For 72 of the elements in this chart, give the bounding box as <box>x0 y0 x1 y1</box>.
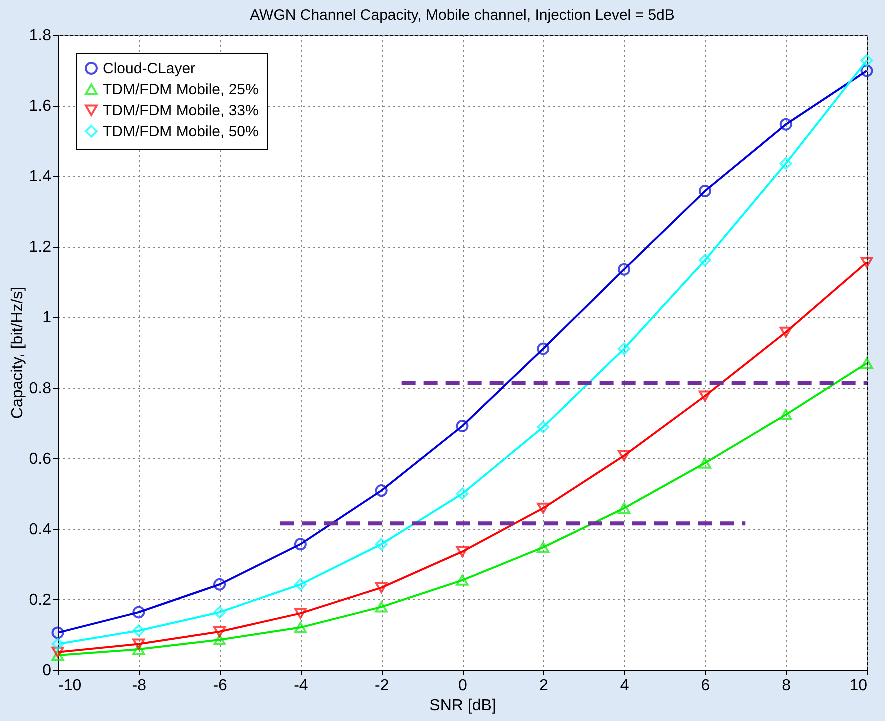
x-tick-label: 2 <box>539 678 548 694</box>
point <box>294 622 307 634</box>
y-tick-label: 1.6 <box>29 98 52 116</box>
x-tick-label: 10 <box>850 678 868 694</box>
point <box>294 608 307 620</box>
y-tick-label: 0.8 <box>29 380 52 398</box>
x-tick-label: -6 <box>213 678 228 694</box>
point <box>537 542 550 554</box>
point <box>294 538 307 551</box>
point <box>214 606 226 619</box>
y-tick-label: 0.2 <box>29 592 52 609</box>
point <box>698 458 712 469</box>
point <box>214 634 226 646</box>
point <box>456 420 469 432</box>
y-tick-label: 0.4 <box>29 521 52 538</box>
point <box>456 488 469 500</box>
point <box>780 158 792 170</box>
point <box>618 263 631 276</box>
x-axis-title: SNR [dB] <box>430 698 496 714</box>
x-tick-label: 4 <box>620 678 630 694</box>
x-tick-label: -10 <box>58 678 82 694</box>
legend-label: Cloud-CLayer <box>103 60 196 78</box>
point <box>132 624 146 638</box>
legend-label: TDM/FDM Mobile, 33% <box>103 102 259 120</box>
x-tick-label: 6 <box>701 678 710 694</box>
x-tick-label: 0 <box>458 678 468 694</box>
point <box>52 650 64 662</box>
point <box>780 326 792 338</box>
point <box>375 602 388 613</box>
point <box>375 582 388 594</box>
point <box>860 257 874 268</box>
point <box>456 574 469 586</box>
legend-label: TDM/FDM Mobile, 50% <box>103 124 259 140</box>
point <box>618 502 631 514</box>
point <box>537 342 550 356</box>
point <box>780 118 792 131</box>
y-tick-label: 1 <box>42 310 52 327</box>
point <box>132 606 146 619</box>
point <box>618 342 631 356</box>
x-tick-label: -4 <box>294 678 308 694</box>
point <box>214 578 226 591</box>
y-tick-label: 1.2 <box>29 239 52 256</box>
x-tick-label: -8 <box>132 678 147 694</box>
point <box>132 638 146 650</box>
x-tick-label: 8 <box>782 678 792 694</box>
point <box>698 185 712 198</box>
point <box>537 502 550 514</box>
point <box>860 64 874 78</box>
point <box>780 409 792 420</box>
x-tick-label: -2 <box>374 678 390 694</box>
point <box>52 626 64 640</box>
point <box>860 358 874 369</box>
point <box>294 578 307 591</box>
point <box>375 538 388 551</box>
y-axis-title: Capacity, [bit/Hz/s] <box>9 286 26 420</box>
point <box>52 638 64 650</box>
point <box>375 484 388 498</box>
y-tick-label: 1.4 <box>29 168 52 186</box>
chart-title: AWGN Channel Capacity, Mobile channel, Injection Level = 5dB <box>250 7 675 24</box>
point <box>698 390 712 402</box>
point <box>698 254 712 267</box>
point <box>860 54 874 67</box>
point <box>456 546 469 558</box>
point <box>214 626 226 638</box>
legend-label: TDM/FDM Mobile, 25% <box>103 82 259 98</box>
point <box>52 646 64 658</box>
y-tick-label: 1.8 <box>29 28 52 44</box>
y-tick-label: 0 <box>42 662 52 680</box>
point <box>132 644 146 656</box>
y-tick-label: 0.6 <box>29 450 52 468</box>
point <box>618 450 631 462</box>
point <box>537 421 550 434</box>
